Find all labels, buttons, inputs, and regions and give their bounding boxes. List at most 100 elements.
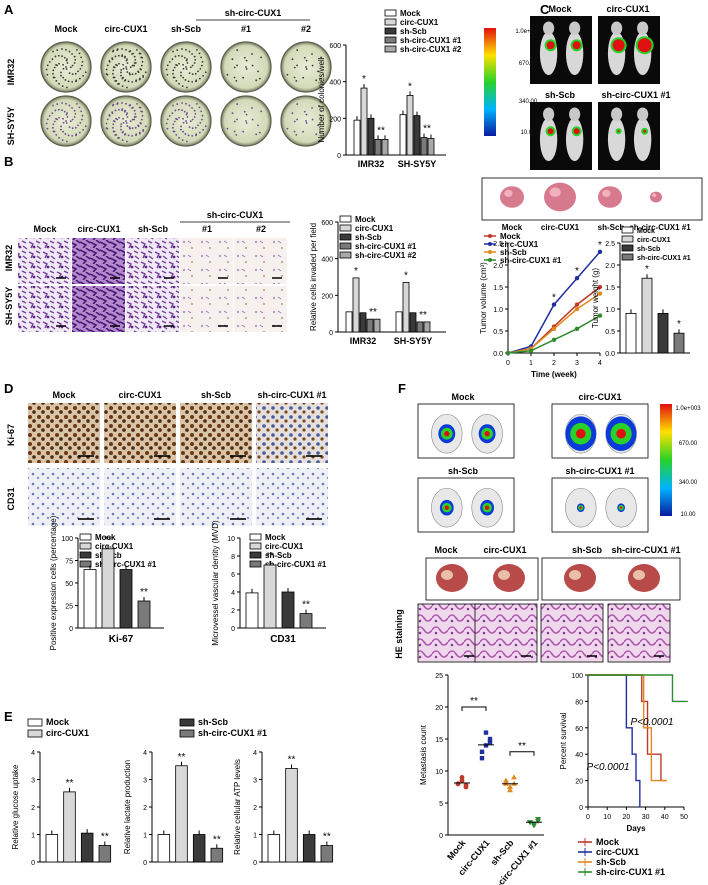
colony-dot (185, 59, 188, 62)
colony-dot (125, 102, 127, 105)
colony-dot (53, 66, 56, 69)
c-tumor-label: sh-circ-CUX1 #1 (629, 223, 691, 232)
significance-marker: ** (419, 310, 427, 321)
b-col-label: #1 (202, 224, 212, 234)
significance-marker: * (362, 74, 366, 85)
colony-dot (62, 121, 65, 124)
colony-dot (200, 118, 203, 121)
colony-dot (185, 140, 188, 143)
y-tick-label: 4 (31, 750, 35, 757)
colony-dot (302, 130, 305, 133)
colony-dot (74, 58, 77, 61)
signal-spot (573, 128, 580, 135)
y-tick-label: 2 (231, 608, 235, 615)
colony-dot (127, 80, 130, 83)
a-col-label: sh-Scb (171, 24, 202, 34)
colony-dot (198, 131, 201, 134)
colony-dot (78, 52, 81, 55)
y-axis-label: Relative cells invaded per field (309, 223, 318, 331)
data-point (551, 337, 557, 342)
colony-dot (293, 76, 296, 79)
y-tick-label: 1.0 (605, 307, 615, 314)
colony-dot (245, 122, 248, 124)
colony-dot (302, 76, 305, 79)
lung-signal (484, 505, 490, 510)
bar-circ-cux1 (402, 282, 410, 333)
colony-dot (193, 62, 196, 64)
colony-dot (122, 67, 125, 70)
colony-dot (180, 128, 182, 131)
cd31-image (28, 468, 100, 526)
colony-dot (71, 118, 74, 121)
colony-dot (106, 64, 109, 67)
legend-label: Mock (400, 9, 421, 18)
x-tick-label: 50 (680, 814, 688, 821)
tumor-highlight (602, 189, 611, 197)
x-tick-label: 10 (603, 814, 611, 821)
legend-label: sh-Scb (355, 233, 382, 242)
p-value-label: P<0.0001 (630, 717, 673, 728)
colony-dot (315, 79, 318, 82)
colony-dot (67, 80, 70, 83)
mouse-head (569, 107, 581, 122)
colony-dot (178, 116, 180, 119)
c-top-label: Mock (548, 4, 572, 14)
colony-dot (305, 122, 308, 124)
colony-dot (182, 63, 184, 66)
bar (45, 834, 59, 863)
colony-dot (200, 110, 203, 113)
mouse-body (539, 31, 558, 76)
bar (63, 791, 76, 863)
data-point (503, 777, 509, 783)
colony-dot (127, 134, 130, 137)
data-point (483, 743, 489, 748)
colony-dot (79, 67, 82, 70)
colony-dot (257, 70, 259, 73)
colony-dot (201, 114, 204, 117)
colony-dot (311, 107, 313, 109)
legend-marker (488, 234, 492, 238)
legend-swatch (339, 242, 352, 250)
chart-f-survival: 0 20 40 60 80 100 Percent survival 0 10 20 30 40 50 D… (559, 673, 688, 877)
colony-dot (175, 133, 178, 136)
colony-dot (166, 118, 169, 121)
y-axis-label: Positive expression cells (percentage) (49, 515, 58, 650)
bar-mock (345, 311, 353, 333)
colony-dot (196, 48, 198, 51)
colony-dot (186, 112, 188, 114)
legend-label: sh-Scb (198, 717, 229, 727)
colony-dot (303, 110, 306, 113)
x-tick-label: 4 (598, 360, 602, 367)
legend-swatch (339, 233, 352, 241)
colony-dot (55, 117, 57, 120)
lung-signal (619, 506, 623, 509)
bar-sh-circ-cux1-1 (420, 137, 428, 156)
y-tick-label: 4 (231, 590, 235, 597)
panel-letter-d: D (4, 381, 13, 396)
bar-sh-scb (413, 115, 421, 156)
colony-dot (199, 121, 202, 124)
colony-dot (48, 114, 51, 117)
colony-dot (65, 68, 68, 70)
mouse-head (637, 21, 649, 36)
colony-dot (182, 117, 184, 120)
colony-dot (197, 70, 199, 73)
lung-signal (576, 428, 586, 439)
colony-dot (305, 120, 307, 122)
bar-sh-circ-cux1-2 (381, 139, 389, 156)
colony-dot (311, 64, 314, 67)
y-tick-label: 80 (575, 699, 583, 706)
tumor-highlight (504, 189, 513, 197)
colony-dot (136, 102, 138, 105)
colony-dot (111, 57, 114, 60)
colony-dot (126, 58, 128, 60)
colony-dot (201, 60, 204, 63)
colony-dot (165, 68, 168, 71)
colony-dot (114, 80, 117, 82)
data-point (487, 740, 493, 745)
colony-dot (243, 110, 246, 113)
bar (285, 768, 298, 863)
significance-marker: ** (369, 307, 377, 318)
y-tick-label: 75 (65, 559, 73, 566)
